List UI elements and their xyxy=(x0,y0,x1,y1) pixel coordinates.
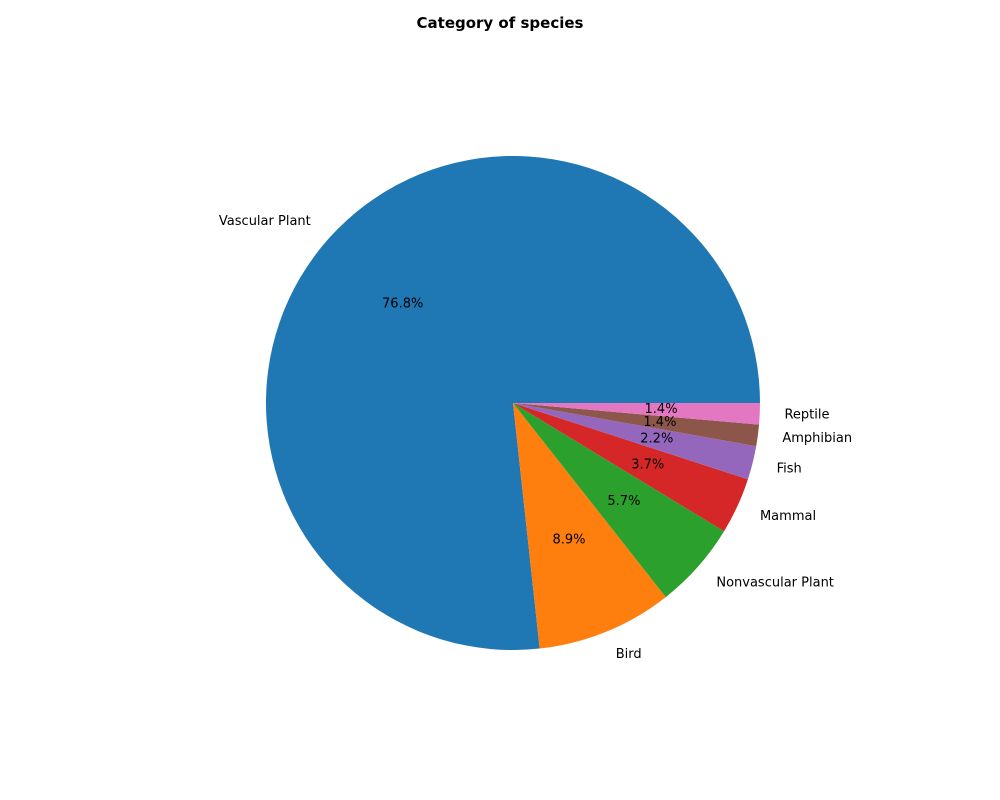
slice-label-bird: Bird xyxy=(616,647,642,662)
pie-labels: Vascular Plant 76.8% Bird 8.9% Nonvascular P… xyxy=(219,214,852,662)
slice-label-reptile: Reptile xyxy=(784,407,829,422)
slice-label-nonvascular-plant: Nonvascular Plant xyxy=(716,576,834,591)
pie-slice-mammal xyxy=(513,403,748,532)
slice-label-vascular-plant: Vascular Plant xyxy=(219,214,311,229)
pie-slice-reptile xyxy=(513,403,760,425)
pct-label-reptile: 1.4% xyxy=(645,402,678,417)
chart-title: Category of species xyxy=(416,14,584,32)
pie-slices xyxy=(266,156,760,651)
pct-label-fish: 2.2% xyxy=(640,431,673,446)
pie-slice-vascular-plant xyxy=(266,156,760,651)
pie-slice-fish xyxy=(513,403,757,480)
pie-slice-nonvascular-plant xyxy=(513,403,725,598)
slice-label-fish: Fish xyxy=(777,461,802,476)
pct-label-mammal: 3.7% xyxy=(631,457,664,472)
slice-label-mammal: Mammal xyxy=(760,509,816,524)
pie-slice-bird xyxy=(513,403,666,649)
pie-slice-amphibian xyxy=(513,403,760,447)
pct-label-nonvascular-plant: 5.7% xyxy=(607,494,640,509)
pct-label-amphibian: 1.4% xyxy=(643,415,676,430)
pct-label-vascular-plant: 76.8% xyxy=(382,297,423,312)
slice-label-amphibian: Amphibian xyxy=(782,431,852,446)
pct-label-bird: 8.9% xyxy=(552,533,585,548)
